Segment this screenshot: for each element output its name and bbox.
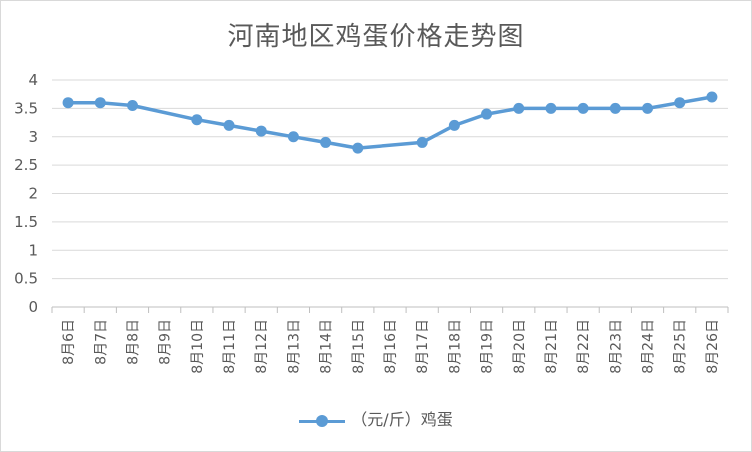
x-tick-label: 8月22日	[576, 319, 592, 374]
data-point	[513, 102, 525, 114]
data-point	[448, 119, 460, 131]
x-tick-label: 8月19日	[480, 319, 496, 374]
chart-title: 河南地区鸡蛋价格走势图	[227, 22, 525, 52]
data-point	[287, 131, 299, 143]
x-tick-label: 8月11日	[222, 319, 238, 374]
y-tick-label: 1	[28, 241, 38, 259]
x-tick-label: 8月25日	[673, 319, 689, 374]
data-point	[481, 108, 493, 120]
x-tick-label: 8月26日	[705, 319, 721, 374]
x-tick-label: 8月17日	[415, 319, 431, 374]
data-point	[609, 102, 621, 114]
data-point	[577, 102, 589, 114]
y-tick-label: 4	[28, 71, 38, 89]
x-tick-label: 8月15日	[351, 319, 367, 374]
x-tick-label: 8月20日	[512, 319, 528, 374]
data-point	[62, 97, 74, 109]
x-tick-label: 8月16日	[383, 319, 399, 374]
y-tick-label: 1.5	[14, 213, 38, 231]
data-point	[674, 97, 686, 109]
legend: （元/斤）鸡蛋	[0, 406, 752, 430]
x-tick-label: 8月23日	[608, 319, 624, 374]
x-tick-label: 8月9日	[158, 319, 174, 365]
x-tick-label: 8月21日	[544, 319, 560, 374]
data-point	[191, 114, 203, 126]
x-tick-label: 8月7日	[93, 319, 109, 365]
x-tick-label: 8月6日	[61, 319, 77, 365]
data-point	[416, 136, 428, 148]
data-point	[545, 102, 557, 114]
x-tick-label: 8月10日	[190, 319, 206, 374]
y-tick-label: 2	[28, 185, 38, 203]
x-tick-label: 8月12日	[254, 319, 270, 374]
data-point	[223, 119, 235, 131]
x-tick-label: 8月13日	[286, 319, 302, 374]
legend-label: （元/斤）鸡蛋	[351, 410, 453, 429]
data-point	[255, 125, 267, 137]
y-tick-label: 3.5	[14, 99, 38, 117]
data-point	[352, 142, 364, 154]
x-tick-label: 8月24日	[641, 319, 657, 374]
data-point	[320, 136, 332, 148]
data-point	[126, 100, 138, 112]
y-tick-label: 0	[28, 298, 38, 316]
y-tick-label: 2.5	[14, 156, 38, 174]
x-tick-label: 8月18日	[447, 319, 463, 374]
x-tick-label: 8月8日	[125, 319, 141, 365]
data-point	[642, 102, 654, 114]
legend-marker	[299, 414, 346, 428]
y-tick-label: 0.5	[14, 270, 38, 288]
y-tick-label: 3	[28, 128, 38, 146]
data-point	[94, 97, 106, 109]
x-tick-label: 8月14日	[319, 319, 335, 374]
data-point	[706, 91, 718, 103]
